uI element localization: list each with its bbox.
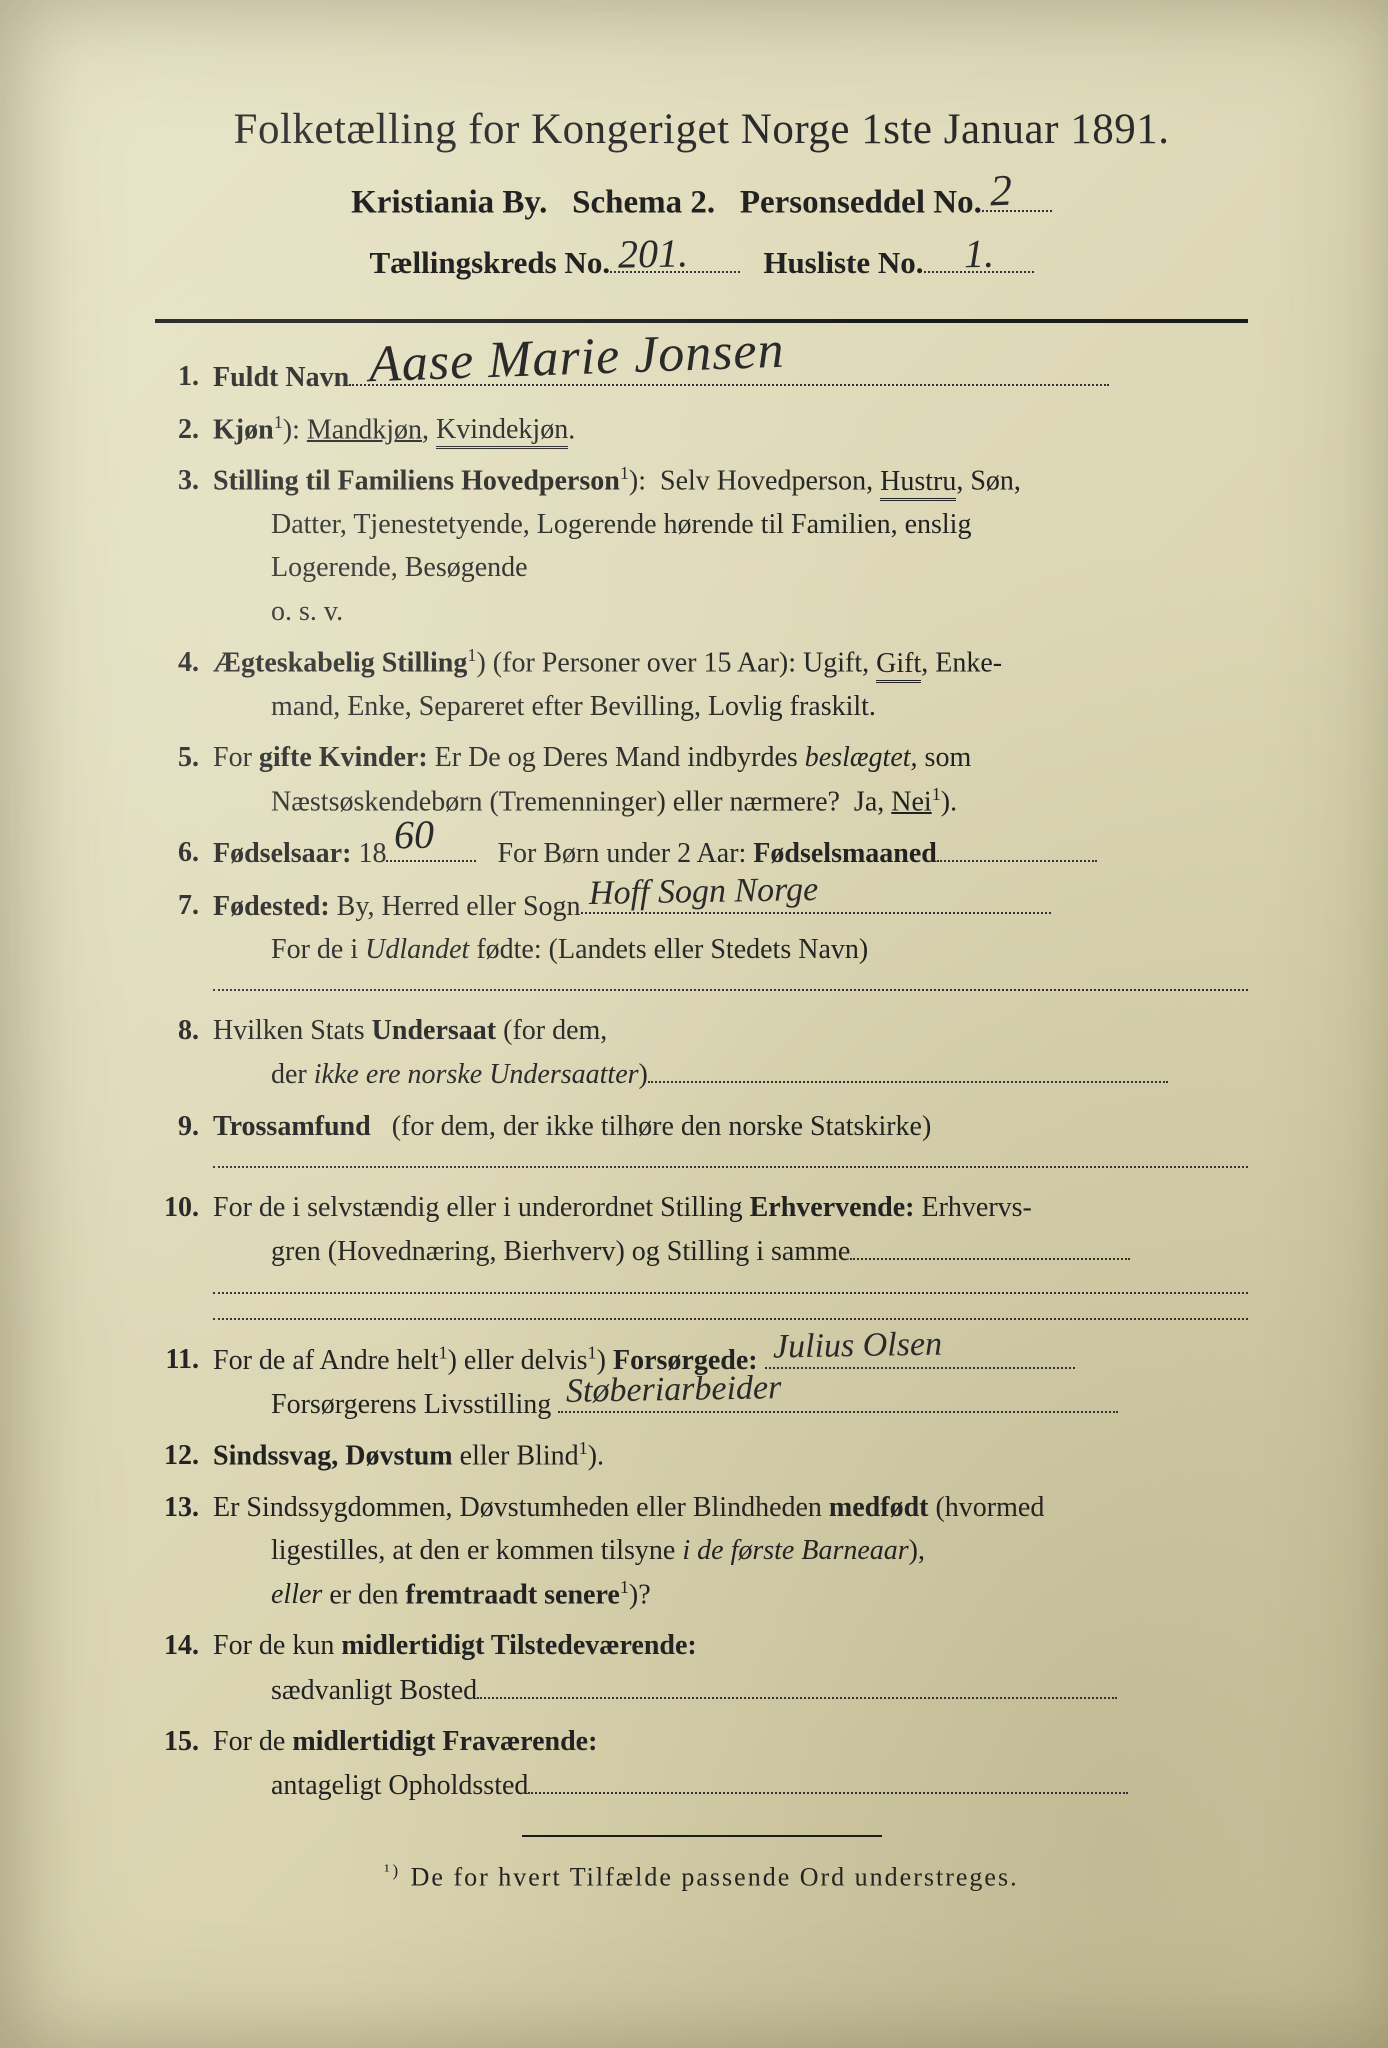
- item-1: 1. Fuldt NavnAase Marie Jonsen: [155, 355, 1248, 399]
- dotted-sep-10b: [213, 1318, 1248, 1320]
- item-13-label1: medfødt: [829, 1492, 936, 1523]
- item-15-sub: antageligt Opholdssted: [213, 1764, 528, 1807]
- item-6-t2: For Børn under 2 Aar:: [497, 838, 746, 869]
- item-5-num: 5.: [155, 736, 213, 823]
- item-11-num: 11.: [155, 1338, 213, 1426]
- main-title: Folketælling for Kongeriget Norge 1ste J…: [155, 105, 1248, 154]
- item-2-label: Kjøn: [213, 414, 274, 445]
- item-5-label: gifte Kvinder:: [259, 742, 428, 773]
- item-2-num: 2.: [155, 408, 213, 452]
- dotted-sep-10a: [213, 1292, 1248, 1294]
- item-14: 14. For de kun midlertidigt Tilstedevære…: [155, 1624, 1248, 1712]
- item-15-text: For de: [213, 1726, 285, 1757]
- item-7-label: Fødested:: [213, 890, 330, 921]
- item-5-prefix: For: [213, 742, 252, 773]
- item-5: 5. For gifte Kvinder: Er De og Deres Man…: [155, 736, 1248, 823]
- item-9: 9. Trossamfund (for dem, der ikke tilhør…: [155, 1105, 1248, 1148]
- husliste-value: 1.: [963, 230, 994, 278]
- kreds-value: 201.: [618, 230, 689, 278]
- item-4-l2: mand, Enke, Separeret efter Bevilling, L…: [213, 685, 876, 728]
- item-4-label: Ægteskabelig Stilling: [213, 648, 467, 679]
- item-10-label: Erhvervende:: [750, 1192, 922, 1223]
- item-5-i1: beslægtet,: [805, 742, 918, 773]
- item-11: 11. For de af Andre helt1) eller delvis1…: [155, 1338, 1248, 1426]
- item-3-l3: Logerende, Besøgende: [213, 546, 528, 589]
- item-12-num: 12.: [155, 1434, 213, 1478]
- item-13: 13. Er Sindssygdommen, Døvstumheden elle…: [155, 1486, 1248, 1617]
- item-1-value: Aase Marie Jonsen: [368, 310, 786, 405]
- item-11-value1: Julius Olsen: [772, 1318, 942, 1374]
- footnote-marker: ¹): [384, 1861, 401, 1880]
- item-6-label: Fødselsaar:: [213, 838, 351, 869]
- footnote: ¹) De for hvert Tilfælde passende Ord un…: [155, 1861, 1248, 1893]
- item-3-selected: Hustru: [880, 466, 956, 501]
- item-7-value: Hoff Sogn Norge: [588, 864, 818, 921]
- item-4-note: (for Personer over 15 Aar):: [493, 648, 796, 679]
- item-15-label: midlertidigt Fraværende:: [292, 1726, 597, 1757]
- item-6-num: 6.: [155, 831, 213, 875]
- item-13-label2: fremtraadt senere: [406, 1579, 620, 1610]
- schema-label: Schema 2.: [572, 184, 715, 220]
- item-4: 4. Ægteskabelig Stilling1) (for Personer…: [155, 641, 1248, 728]
- item-2-opt2-selected: Kvindekjøn: [436, 414, 568, 449]
- item-10-num: 10.: [155, 1186, 213, 1274]
- footnote-rule: [522, 1835, 882, 1837]
- item-13-num: 13.: [155, 1486, 213, 1617]
- dotted-sep-7: [213, 989, 1248, 991]
- item-3-l2: Datter, Tjenestetyende, Logerende hørend…: [213, 503, 971, 546]
- item-1-label: Fuldt Navn: [213, 362, 349, 393]
- item-12: 12. Sindssvag, Døvstum eller Blind1).: [155, 1434, 1248, 1478]
- personseddel-value: 2: [989, 165, 1013, 217]
- husliste-label: Husliste No.: [763, 245, 923, 280]
- item-13-t1a: Er Sindssygdommen, Døvstumheden eller Bl…: [213, 1492, 822, 1523]
- item-12-text: eller Blind: [460, 1440, 579, 1471]
- item-8-t1a: Hvilken Stats: [213, 1015, 365, 1046]
- dotted-sep-9: [213, 1166, 1248, 1168]
- subtitle-line-3: Tællingskreds No.201. Husliste No.1.: [155, 239, 1248, 281]
- item-11-t1a: For de af Andre helt: [213, 1345, 439, 1376]
- item-6-year: 60: [394, 804, 435, 867]
- item-11-l2: Forsørgerens Livsstilling: [213, 1383, 551, 1426]
- item-3-l4: o. s. v.: [213, 590, 343, 633]
- item-10: 10. For de i selvstændig eller i underor…: [155, 1186, 1248, 1274]
- item-3: 3. Stilling til Familiens Hovedperson1):…: [155, 459, 1248, 633]
- item-7-num: 7.: [155, 884, 213, 972]
- item-9-label: Trossamfund: [213, 1111, 371, 1142]
- item-11-value2: Støberiarbeider: [566, 1362, 782, 1418]
- item-1-num: 1.: [155, 355, 213, 399]
- item-2-opt1: Mandkjøn: [307, 414, 422, 445]
- item-7-text: By, Herred eller Sogn: [337, 890, 581, 921]
- item-7: 7. Fødested: By, Herred eller SognHoff S…: [155, 884, 1248, 972]
- item-14-text: For de kun: [213, 1630, 334, 1661]
- item-10-t1a: For de i selvstændig eller i underordnet…: [213, 1192, 743, 1223]
- item-5-t1: Er De og Deres Mand indbyrdes: [435, 742, 798, 773]
- item-8-num: 8.: [155, 1009, 213, 1097]
- item-8-t1b: (for dem,: [503, 1015, 607, 1046]
- item-14-sub: sædvanligt Bosted: [213, 1669, 477, 1712]
- kreds-label: Tællingskreds No.: [369, 245, 610, 280]
- item-3-label: Stilling til Familiens Hovedperson: [213, 466, 620, 497]
- census-form-page: Folketælling for Kongeriget Norge 1ste J…: [0, 0, 1388, 2048]
- city-label: Kristiania By.: [351, 184, 547, 220]
- item-8: 8. Hvilken Stats Undersaat (for dem, der…: [155, 1009, 1248, 1097]
- item-15: 15. For de midlertidigt Fraværende: anta…: [155, 1720, 1248, 1808]
- item-5-t1b: som: [925, 742, 972, 773]
- item-10-l2: gren (Hovednæring, Bierhverv) og Stillin…: [213, 1230, 850, 1273]
- item-2: 2. Kjøn1): Mandkjøn, Kvindekjøn.: [155, 408, 1248, 452]
- item-13-t1b: (hvormed: [935, 1492, 1044, 1523]
- item-3-num: 3.: [155, 459, 213, 633]
- item-10-t1b: Erhvervs-: [921, 1192, 1031, 1223]
- personseddel-label: Personseddel No.: [740, 184, 982, 220]
- subtitle-line-2: Kristiania By. Schema 2. Personseddel No…: [155, 176, 1248, 221]
- item-14-label: midlertidigt Tilstedeværende:: [341, 1630, 696, 1661]
- item-9-text: (for dem, der ikke tilhøre den norske St…: [392, 1111, 932, 1142]
- item-9-num: 9.: [155, 1105, 213, 1148]
- item-15-num: 15.: [155, 1720, 213, 1808]
- item-4-num: 4.: [155, 641, 213, 728]
- item-14-num: 14.: [155, 1624, 213, 1712]
- item-12-label: Sindssvag, Døvstum: [213, 1440, 453, 1471]
- item-4-selected: Gift: [876, 648, 921, 683]
- footnote-text: De for hvert Tilfælde passende Ord under…: [411, 1863, 1019, 1892]
- item-8-label: Undersaat: [372, 1015, 503, 1046]
